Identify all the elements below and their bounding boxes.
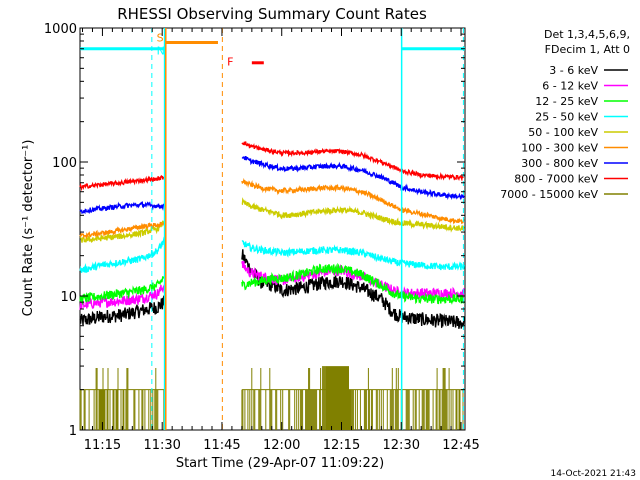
y-axis-ticks: 1 10 100 1000 [44, 22, 465, 439]
annotation-f: F [227, 56, 233, 69]
legend-label: 6 - 12 keV [542, 80, 598, 93]
series-50-100-kev-trace [241, 197, 465, 233]
x-axis-ticks: 11:15 11:30 11:45 12:00 12:15 12:30 12:45 [82, 28, 480, 453]
legend-label: 300 - 800 keV [521, 157, 598, 170]
series-800-7000-kev-trace [79, 175, 165, 192]
legend-label: 3 - 6 keV [549, 64, 598, 77]
series-50-100-kev [79, 197, 465, 243]
legend-label: 50 - 100 keV [528, 126, 598, 139]
legend-header: Det 1,3,4,5,6,9, [544, 28, 630, 41]
series-12-25-kev [79, 262, 465, 306]
legend-label: 100 - 300 keV [521, 142, 598, 155]
legend-label: 12 - 25 keV [535, 95, 598, 108]
series-300-800-kev [79, 155, 465, 215]
series-300-800-kev-trace [79, 200, 165, 215]
y-tick-label: 100 [52, 156, 77, 171]
x-tick-label: 11:30 [143, 438, 180, 453]
series-25-50-kev-trace [79, 236, 165, 274]
series-3-6-kev-trace [79, 295, 165, 326]
series-7000-15000-kev [79, 366, 465, 430]
annotation-s: S [157, 31, 164, 44]
series-100-300-kev [79, 177, 465, 240]
x-tick-label: 12:00 [263, 438, 300, 453]
annotation-n: N [157, 44, 165, 57]
series-50-100-kev-trace [79, 220, 165, 243]
series-12-25-kev-trace [79, 275, 165, 306]
plot-area: SN F [79, 27, 466, 431]
footer-date: 14-Oct-2021 21:43 [551, 469, 636, 479]
series-6-12-kev-trace [79, 283, 165, 311]
x-axis-label: Start Time (29-Apr-07 11:09:22) [176, 456, 384, 471]
y-tick-label: 1000 [44, 22, 77, 37]
y-tick-label: 10 [60, 290, 77, 305]
legend-label: 800 - 7000 keV [514, 173, 598, 186]
series-12-25-kev-trace [241, 262, 465, 305]
x-tick-label: 12:15 [323, 438, 360, 453]
legend: Det 1,3,4,5,6,9, FDecim 1, Att 0 3 - 6 keV… [500, 28, 630, 201]
series-300-800-kev-trace [241, 155, 465, 201]
legend-label: 25 - 50 keV [535, 111, 598, 124]
x-tick-label: 12:30 [383, 438, 420, 453]
series-3-6-kev-trace [241, 249, 465, 329]
series-800-7000-kev-trace [241, 141, 465, 182]
x-tick-label: 11:15 [84, 438, 121, 453]
legend-header: FDecim 1, Att 0 [545, 43, 630, 56]
x-tick-label: 12:45 [442, 438, 479, 453]
series-100-300-kev-trace [79, 221, 165, 240]
plot-frame [79, 27, 466, 431]
chart-title: RHESSI Observing Summary Count Rates [117, 5, 427, 23]
legend-label: 7000 - 15000 keV [500, 188, 598, 201]
series-3-6-kev [79, 249, 465, 329]
series-25-50-kev [79, 236, 465, 274]
x-tick-label: 11:45 [203, 438, 240, 453]
series-25-50-kev-trace [241, 240, 465, 271]
series-100-300-kev-trace [241, 177, 465, 225]
y-tick-label: 1 [69, 424, 77, 439]
series-800-7000-kev [79, 141, 465, 192]
y-axis-label: Count Rate (s⁻¹ detector⁻¹) [21, 140, 36, 317]
